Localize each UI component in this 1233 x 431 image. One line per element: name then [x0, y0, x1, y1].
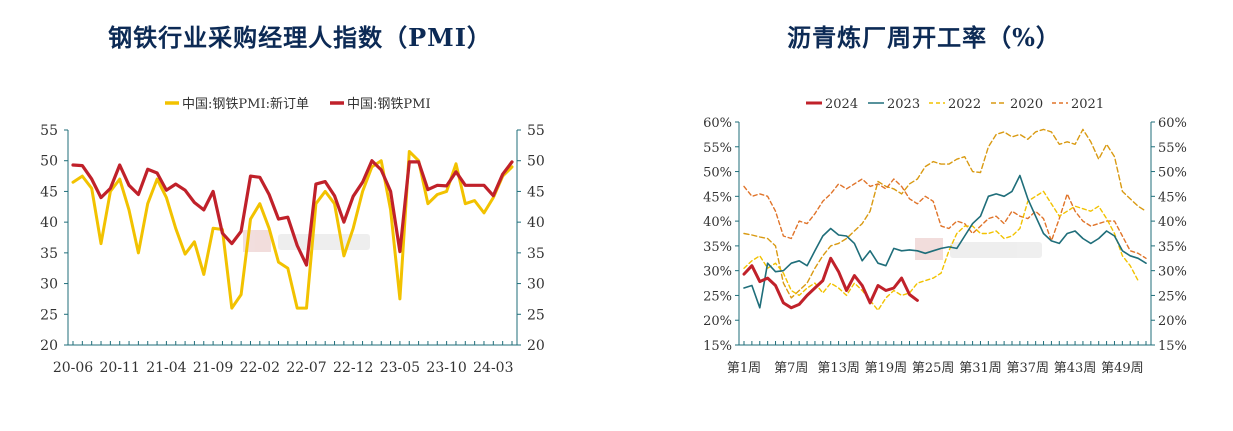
- watermark-logo: [915, 238, 1042, 260]
- x-tick-label: 第31周: [959, 361, 1002, 376]
- asphalt-chart-title: 沥青炼厂周开工率（%）: [787, 23, 1061, 52]
- left-y-tick-label: 60%: [703, 116, 732, 131]
- x-tick-label: 22-07: [286, 360, 326, 376]
- x-tick-label: 第13周: [817, 361, 860, 376]
- legend-label: 2020: [1010, 97, 1043, 112]
- left-y-tick-label: 20%: [703, 314, 732, 329]
- right-y-tick-label: 20%: [1158, 314, 1187, 329]
- right-y-tick-label: 30%: [1158, 265, 1187, 280]
- right-y-tick-label: 20: [527, 338, 545, 354]
- left-y-tick-label: 50: [40, 154, 58, 170]
- pmi-chart-panel: 钢铁行业采购经理人指数（PMI） 20 20 25 25 30 30 35 35 40 40 45 4…: [0, 0, 600, 431]
- left-y-tick-label: 55%: [703, 141, 732, 156]
- x-tick-label: 第49周: [1101, 361, 1144, 376]
- x-tick-label: 第37周: [1006, 361, 1049, 376]
- x-tick-label: 第1周: [727, 361, 761, 376]
- legend-label: 2021: [1071, 97, 1104, 112]
- right-y-tick-label: 40%: [1158, 215, 1187, 230]
- series-line-steel-pmi: [71, 159, 514, 267]
- right-y-tick-label: 35: [527, 246, 545, 262]
- pmi-chart: 20 20 25 25 30 30 35 35 40 40 45 45 50 50 55 55 20-06 20-…: [40, 96, 545, 376]
- x-tick-label: 第7周: [774, 361, 808, 376]
- right-y-tick-label: 55%: [1158, 141, 1187, 156]
- right-y-tick-label: 25: [527, 307, 545, 323]
- right-y-tick-label: 45: [527, 184, 545, 200]
- series-line-2022: [743, 190, 1139, 311]
- left-y-tick-label: 45: [40, 184, 58, 200]
- right-y-tick-label: 60%: [1158, 116, 1187, 131]
- legend-label: 2024: [825, 97, 858, 112]
- x-tick-label: 22-12: [333, 360, 373, 376]
- series-line-2020: [743, 128, 1147, 299]
- legend-label: 中国:钢铁PMI: [347, 97, 431, 112]
- x-tick-label: 23-10: [426, 360, 466, 376]
- left-y-tick-label: 50%: [703, 166, 732, 181]
- left-y-tick-label: 35%: [703, 240, 732, 255]
- left-y-tick-label: 40: [40, 215, 58, 231]
- legend-label: 2022: [948, 97, 981, 112]
- legend-label: 2023: [887, 97, 920, 112]
- left-y-tick-label: 15%: [703, 339, 732, 354]
- right-y-tick-label: 45%: [1158, 190, 1187, 205]
- right-y-tick-label: 40: [527, 215, 545, 231]
- left-y-tick-label: 30: [40, 277, 58, 293]
- left-y-tick-label: 45%: [703, 190, 732, 205]
- series-line-2021: [743, 178, 1147, 259]
- pmi-chart-title: 钢铁行业采购经理人指数（PMI）: [108, 23, 492, 52]
- series-line-2024: [742, 256, 919, 310]
- x-tick-label: 20-06: [53, 360, 93, 376]
- series-line-new-orders: [71, 150, 514, 310]
- left-y-tick-label: 30%: [703, 265, 732, 280]
- left-y-tick-label: 25: [40, 307, 58, 323]
- x-tick-label: 第19周: [865, 361, 908, 376]
- x-tick-label: 24-03: [473, 360, 513, 376]
- right-y-tick-label: 55: [527, 123, 545, 139]
- x-tick-label: 第43周: [1054, 361, 1097, 376]
- asphalt-chart: 15% 15% 20% 20% 25% 25% 30% 30% 35% 35% 40% 40% 45% 4…: [703, 97, 1187, 376]
- right-y-tick-label: 50: [527, 154, 545, 170]
- x-tick-label: 20-11: [100, 360, 140, 376]
- asphalt-chart-panel: 沥青炼厂周开工率（%） 15% 15% 20% 20% 25% 25% 30% 30% 35% 3…: [615, 0, 1233, 431]
- x-tick-label: 21-09: [193, 360, 233, 376]
- left-y-tick-label: 25%: [703, 289, 732, 304]
- x-tick-label: 22-02: [240, 360, 280, 376]
- x-tick-label: 21-04: [146, 360, 186, 376]
- left-y-tick-label: 20: [40, 338, 58, 354]
- right-y-tick-label: 15%: [1158, 339, 1187, 354]
- legend-label: 中国:钢铁PMI:新订单: [182, 96, 309, 112]
- left-y-tick-label: 55: [40, 123, 58, 139]
- right-y-tick-label: 25%: [1158, 289, 1187, 304]
- left-y-tick-label: 35: [40, 246, 58, 262]
- right-y-tick-label: 30: [527, 277, 545, 293]
- right-y-tick-label: 50%: [1158, 166, 1187, 181]
- x-tick-label: 23-05: [380, 360, 420, 376]
- right-y-tick-label: 35%: [1158, 240, 1187, 255]
- series-line-2023: [743, 174, 1147, 309]
- left-y-tick-label: 40%: [703, 215, 732, 230]
- x-tick-label: 第25周: [912, 361, 955, 376]
